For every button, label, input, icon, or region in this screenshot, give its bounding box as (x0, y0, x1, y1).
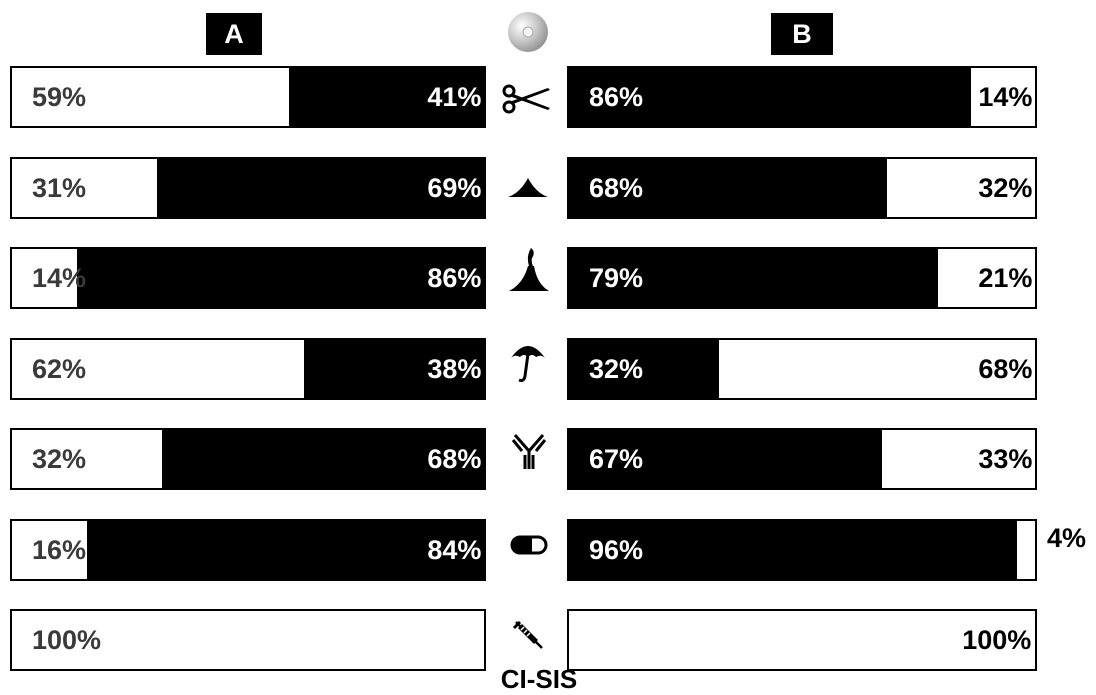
panel-b-bar-6 (567, 519, 1037, 581)
panel-a-row-7-left-label: 100% (32, 625, 102, 655)
panel-b-row-6-left-label: 96% (589, 535, 644, 565)
panel-b-row-1-left-label: 86% (589, 82, 644, 112)
panel-b-label: B (771, 13, 833, 55)
panel-a-bar-2 (10, 157, 486, 219)
panel-a-bar-5 (10, 428, 486, 490)
panel-a-row-6-left-label: 16% (32, 535, 87, 565)
panel-b-row-4-right-label: 68% (978, 354, 1033, 384)
capsule-icon (510, 535, 548, 560)
panel-a-bar-1 (10, 66, 486, 128)
antibody-icon (509, 431, 549, 476)
panel-b-segment-4-1 (568, 338, 720, 400)
panel-b-row-7-right-label: 100% (962, 625, 1032, 655)
panel-a-segment-5-2 (162, 428, 485, 490)
panel-b-row-3-left-label: 79% (589, 263, 644, 293)
mountain-icon (506, 175, 550, 204)
panel-a-row-1-right-label: 41% (427, 82, 482, 112)
panel-b-bar-5 (567, 428, 1037, 490)
panel-a-row-5-right-label: 68% (427, 444, 482, 474)
panel-b-row-1-right-label: 14% (978, 82, 1033, 112)
panel-a-row-2-right-label: 69% (427, 173, 482, 203)
panel-a-segment-6-2 (86, 519, 485, 581)
panel-b-bar-3 (567, 247, 1037, 309)
panel-b-row-5-right-label: 33% (978, 444, 1033, 474)
panel-a-row-3-left-label: 14% (32, 263, 87, 293)
panel-a-bar-4 (10, 338, 486, 400)
syringe-icon (510, 618, 546, 659)
panel-b-segment-3-1 (568, 247, 939, 309)
panel-b-row-2-right-label: 32% (978, 173, 1033, 203)
panel-b-segment-2-1 (568, 157, 887, 219)
panel-a-bar-6 (10, 519, 486, 581)
volcano-icon (507, 246, 551, 297)
panel-b-row-6-right-label: 4% (1047, 523, 1087, 553)
panel-a-row-6-right-label: 84% (427, 535, 482, 565)
panel-a-segment-4-2 (303, 338, 485, 400)
cd-disc-icon (508, 12, 548, 52)
panel-a-segment-1-2 (289, 66, 485, 128)
panel-b-row-3-right-label: 21% (978, 263, 1033, 293)
panel-b-bar-1 (567, 66, 1037, 128)
panel-b-bar-2 (567, 157, 1037, 219)
panel-b-segment-5-1 (568, 428, 883, 490)
panel-a-bar-3 (10, 247, 486, 309)
panel-b-bar-4 (567, 338, 1037, 400)
panel-a-row-1-left-label: 59% (32, 82, 87, 112)
panel-b-row-5-left-label: 67% (589, 444, 644, 474)
panel-a-bar-7 (10, 609, 486, 671)
panel-a-segment-3-2 (77, 247, 485, 309)
panel-a-row-4-left-label: 62% (32, 354, 87, 384)
panel-a-row-2-left-label: 31% (32, 173, 87, 203)
footer-label: CI-SIS (500, 664, 578, 694)
panel-b-row-4-left-label: 32% (589, 354, 644, 384)
panel-b-segment-6-1 (568, 519, 1018, 581)
panel-a-label: A (206, 13, 262, 55)
panel-a-row-5-left-label: 32% (32, 444, 87, 474)
panel-a-row-4-right-label: 38% (427, 354, 482, 384)
umbrella-icon (508, 338, 548, 389)
panel-b-segment-1-1 (568, 66, 971, 128)
panel-b-row-2-left-label: 68% (589, 173, 644, 203)
panel-a-segment-2-2 (157, 157, 485, 219)
panel-a-row-3-right-label: 86% (427, 263, 482, 293)
scissors-icon (502, 84, 552, 119)
panel-b-bar-7 (567, 609, 1037, 671)
